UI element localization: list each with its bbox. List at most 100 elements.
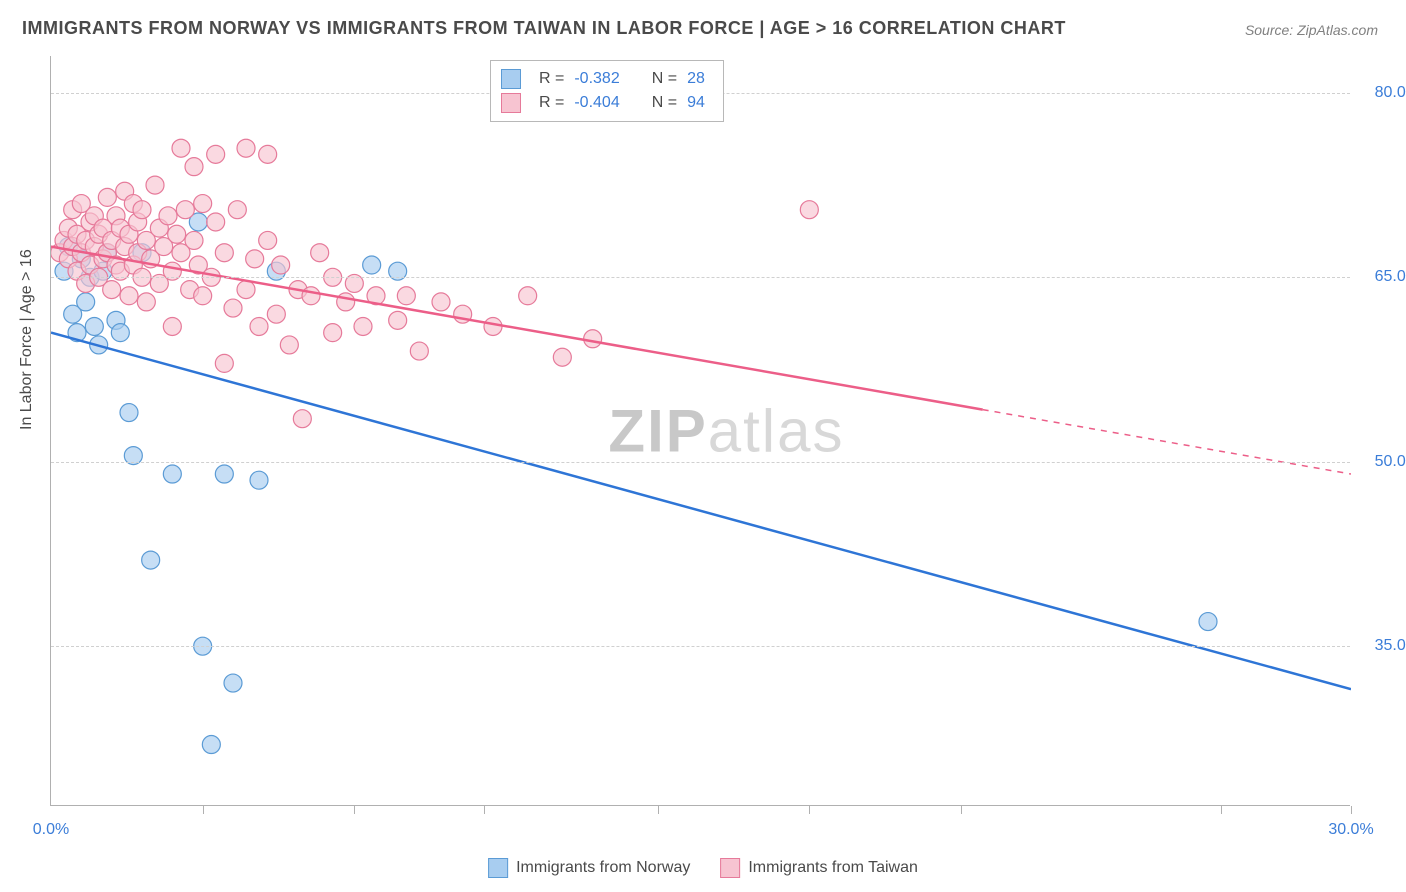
scatter-point-taiwan [259,145,277,163]
scatter-point-taiwan [432,293,450,311]
scatter-point-taiwan [163,317,181,335]
scatter-point-taiwan [185,158,203,176]
scatter-point-norway [85,317,103,335]
source-attribution: Source: ZipAtlas.com [1245,22,1378,38]
y-tick-label: 35.0% [1360,637,1406,655]
stats-R-value: -0.404 [574,94,619,112]
regression-line-taiwan-dashed [983,410,1351,474]
scatter-point-norway [120,404,138,422]
y-axis-label: In Labor Force | Age > 16 [18,249,36,430]
scatter-point-norway [1199,613,1217,631]
regression-line-norway [51,333,1351,690]
scatter-point-norway [111,324,129,342]
stats-row-taiwan: R = -0.404 N = 94 [501,91,705,115]
scatter-point-taiwan [259,231,277,249]
scatter-point-taiwan [133,201,151,219]
scatter-point-taiwan [584,330,602,348]
legend-item-taiwan: Immigrants from Taiwan [720,858,918,878]
scatter-point-taiwan [302,287,320,305]
gridline-h [51,646,1350,647]
scatter-point-taiwan [237,281,255,299]
scatter-point-taiwan [176,201,194,219]
scatter-point-taiwan [293,410,311,428]
chart-plot-area: ZIPatlas 35.0%50.0%65.0%80.0%0.0%30.0% [50,56,1350,806]
scatter-point-taiwan [484,317,502,335]
scatter-point-norway [250,471,268,489]
legend-label: Immigrants from Norway [516,859,690,876]
scatter-point-taiwan [207,145,225,163]
scatter-point-taiwan [337,293,355,311]
scatter-point-taiwan [389,311,407,329]
legend-item-norway: Immigrants from Norway [488,858,690,878]
scatter-point-norway [202,736,220,754]
legend-swatch-norway [488,858,508,878]
x-tick-mark [1221,806,1222,814]
x-tick-label: 30.0% [1328,821,1373,839]
scatter-point-norway [142,551,160,569]
scatter-point-taiwan [207,213,225,231]
stats-N-value: 94 [687,94,705,112]
stats-N-label: N = [652,70,677,88]
legend-swatch-taiwan [720,858,740,878]
scatter-svg [51,56,1351,806]
scatter-point-taiwan [267,305,285,323]
stats-swatch-norway [501,69,521,89]
stats-swatch-taiwan [501,93,521,113]
scatter-point-taiwan [194,287,212,305]
y-tick-label: 80.0% [1360,84,1406,102]
x-tick-mark [1351,806,1352,814]
scatter-point-norway [163,465,181,483]
gridline-h [51,462,1350,463]
stats-N-value: 28 [687,70,705,88]
scatter-point-taiwan [410,342,428,360]
scatter-point-taiwan [800,201,818,219]
scatter-point-taiwan [120,287,138,305]
gridline-h [51,277,1350,278]
scatter-point-taiwan [246,250,264,268]
stats-N-label: N = [652,94,677,112]
stats-R-label: R = [539,94,564,112]
scatter-point-taiwan [103,281,121,299]
y-tick-label: 50.0% [1360,453,1406,471]
y-tick-label: 65.0% [1360,268,1406,286]
correlation-stats-box: R = -0.382 N = 28 R = -0.404 N = 94 [490,60,724,122]
scatter-point-taiwan [311,244,329,262]
scatter-point-taiwan [397,287,415,305]
x-tick-mark [809,806,810,814]
scatter-point-taiwan [215,244,233,262]
scatter-point-taiwan [215,354,233,372]
scatter-point-taiwan [250,317,268,335]
x-tick-mark [961,806,962,814]
scatter-point-norway [215,465,233,483]
scatter-point-taiwan [159,207,177,225]
stats-R-label: R = [539,70,564,88]
stats-R-value: -0.382 [574,70,619,88]
scatter-point-taiwan [137,293,155,311]
stats-row-norway: R = -0.382 N = 28 [501,67,705,91]
scatter-point-taiwan [324,324,342,342]
scatter-point-taiwan [519,287,537,305]
scatter-point-taiwan [185,231,203,249]
scatter-point-taiwan [228,201,246,219]
scatter-point-taiwan [224,299,242,317]
scatter-point-taiwan [168,225,186,243]
x-tick-mark [203,806,204,814]
x-tick-mark [484,806,485,814]
scatter-point-taiwan [354,317,372,335]
chart-title: IMMIGRANTS FROM NORWAY VS IMMIGRANTS FRO… [22,18,1066,39]
scatter-point-taiwan [237,139,255,157]
scatter-point-norway [363,256,381,274]
scatter-point-taiwan [553,348,571,366]
legend-label: Immigrants from Taiwan [748,859,918,876]
scatter-point-taiwan [272,256,290,274]
x-axis-legend: Immigrants from Norway Immigrants from Ta… [488,858,918,878]
x-tick-mark [354,806,355,814]
scatter-point-taiwan [98,188,116,206]
scatter-point-norway [77,293,95,311]
scatter-point-taiwan [280,336,298,354]
scatter-point-taiwan [194,195,212,213]
x-tick-mark [658,806,659,814]
x-tick-label: 0.0% [33,821,69,839]
scatter-point-taiwan [146,176,164,194]
regression-line-taiwan [51,247,983,410]
